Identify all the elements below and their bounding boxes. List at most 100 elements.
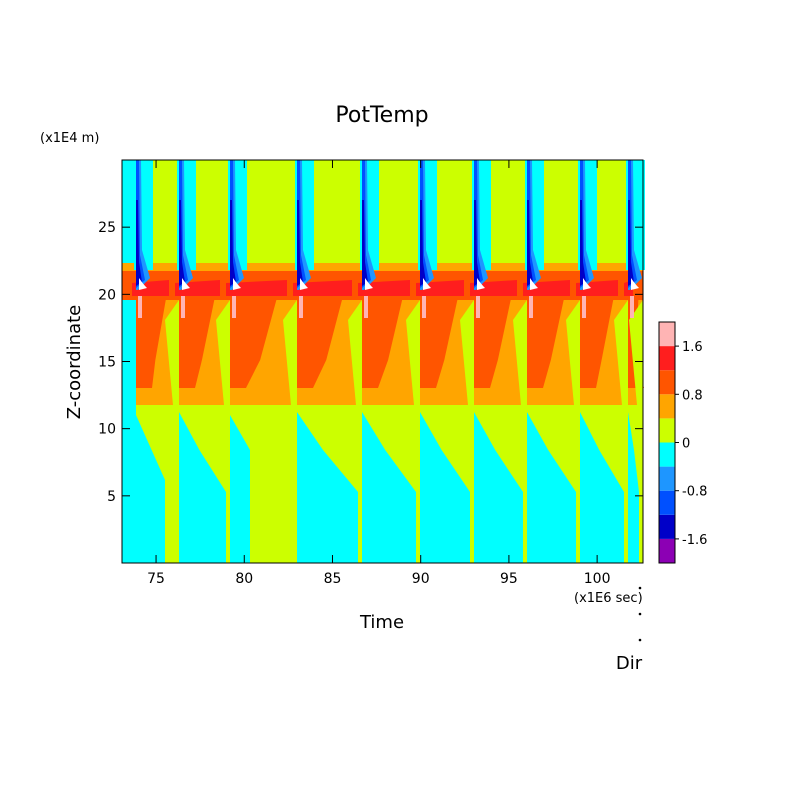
region-yellow [165, 300, 179, 405]
region-cyan [122, 495, 136, 563]
chart-title: PotTemp [335, 103, 428, 128]
x-tick-label: 95 [500, 571, 518, 587]
region-dark-blue [362, 200, 368, 286]
region-orange-red [580, 298, 614, 388]
colorbar-tick-label: 1.6 [682, 340, 703, 355]
region-cyan [474, 412, 523, 563]
region-yellow [348, 300, 362, 405]
region-white [530, 278, 538, 290]
x-axis-label: Time [359, 612, 404, 633]
colorbar-bin [659, 514, 675, 539]
y-unit: (x1E4 m) [40, 131, 99, 146]
colorbar-bin [659, 394, 675, 419]
region-cyan [580, 412, 624, 563]
region-white [139, 278, 147, 290]
region-white [233, 278, 241, 290]
region-white [365, 278, 373, 290]
colorbar-bin [659, 346, 675, 371]
region-yellow [460, 300, 474, 405]
region-white [583, 278, 591, 290]
region-yellow [283, 300, 297, 405]
axes: 75 80 85 90 95 100 5 10 15 20 25 [98, 160, 643, 587]
y-tick-label: 5 [107, 489, 116, 505]
colorbar-tick-label: 0.8 [682, 388, 703, 403]
region-orange-red [474, 298, 512, 388]
region-cyan [230, 415, 250, 563]
region-yellow [406, 300, 420, 405]
colorbar-tick-label: -0.8 [682, 485, 707, 500]
region-dark-blue [580, 200, 586, 286]
corner-label: Dir [616, 653, 643, 674]
region-yellow [216, 300, 230, 405]
region-pink [630, 296, 634, 318]
region-dark-blue [230, 200, 236, 286]
region-cyan [420, 412, 470, 563]
region-orange-red [179, 298, 215, 388]
colorbar-bin [659, 538, 675, 563]
dir-dots [638, 586, 642, 642]
region-yellow [513, 300, 527, 405]
dot [638, 638, 642, 642]
colorbar-bin [659, 418, 675, 443]
region-white [300, 278, 308, 290]
region-cyan [136, 415, 165, 563]
region-cyan [362, 412, 416, 563]
region-pink [138, 296, 142, 318]
colorbar-bin [659, 442, 675, 467]
region-orange-red [230, 298, 277, 388]
region-white [182, 278, 190, 290]
region-cyan [527, 412, 576, 563]
colorbar-tick-label: 0 [682, 437, 690, 452]
region-cyan [628, 412, 639, 563]
region-pink [476, 296, 480, 318]
region-pink [364, 296, 368, 318]
region-dark-blue [420, 200, 426, 286]
region-orange-red [297, 298, 343, 388]
y-tick-label: 15 [98, 355, 116, 371]
x-tick-label: 80 [235, 571, 253, 587]
x-unit: (x1E6 sec) [574, 591, 643, 606]
x-tick-label: 90 [412, 571, 430, 587]
region-dark-blue [628, 200, 634, 286]
region-orange-red [420, 298, 458, 388]
region-pink [181, 296, 185, 318]
y-tick-label: 10 [98, 422, 116, 438]
x-tick-label: 100 [584, 571, 611, 587]
region-yellow [566, 300, 580, 405]
region-orange [122, 263, 643, 271]
region-white [631, 278, 639, 290]
region-pink [529, 296, 533, 318]
colorbar-bin [659, 490, 675, 515]
region-orange-red [527, 298, 565, 388]
region-yellow [614, 300, 628, 405]
region-pink [299, 296, 303, 318]
region-pink [582, 296, 586, 318]
region-red [226, 280, 287, 296]
region-pink [232, 296, 236, 318]
region-red [358, 280, 410, 296]
region-orange-red [136, 298, 167, 388]
region-white [477, 278, 485, 290]
colorbar-bin [659, 370, 675, 395]
y-tick-label: 20 [98, 287, 116, 303]
region-dark-blue [527, 200, 533, 286]
colorbar-bin [659, 466, 675, 491]
y-axis-label: Z-coordinate [64, 305, 85, 420]
colorbar: -1.6 -0.8 0 0.8 1.6 [658, 321, 707, 564]
region-dark-blue [136, 200, 142, 286]
x-tick-label: 75 [147, 571, 165, 587]
contour-field [121, 159, 645, 564]
region-cyan [122, 160, 136, 496]
region-dark-blue [297, 200, 303, 286]
region-white [423, 278, 431, 290]
region-cyan [179, 412, 226, 563]
colorbar-tick-label: -1.6 [682, 533, 707, 548]
x-tick-label: 85 [324, 571, 342, 587]
y-tick-label: 25 [98, 220, 116, 236]
colorbar-bin [659, 322, 675, 347]
region-dark-blue [179, 200, 185, 286]
region-red [293, 280, 352, 296]
region-orange-red [362, 298, 403, 388]
dot [638, 586, 642, 590]
